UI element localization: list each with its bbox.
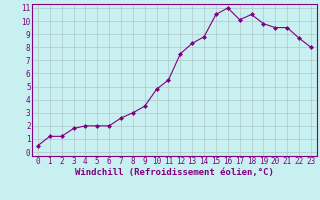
X-axis label: Windchill (Refroidissement éolien,°C): Windchill (Refroidissement éolien,°C) <box>75 168 274 177</box>
